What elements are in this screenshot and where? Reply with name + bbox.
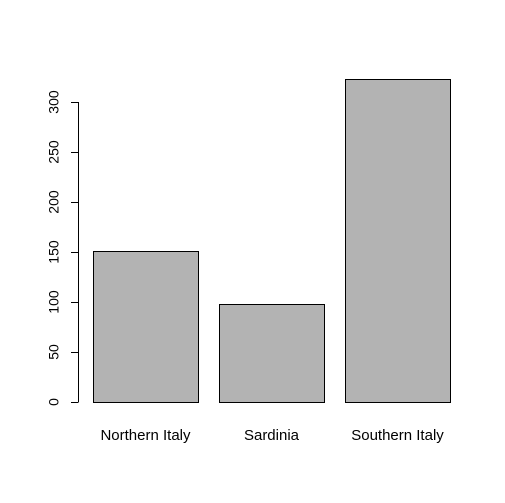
y-tick-label-150: 150	[46, 240, 62, 264]
y-tick-label-250: 250	[46, 140, 62, 164]
bars	[93, 79, 451, 403]
category-label-sardinia: Sardinia	[244, 427, 300, 444]
y-tick-label-50: 50	[46, 344, 62, 360]
y-tick-label-200: 200	[46, 190, 62, 214]
bar-southern-italy	[345, 79, 451, 403]
x-axis-labels: Northern Italy Sardinia Southern Italy	[100, 427, 444, 444]
category-label-northern-italy: Northern Italy	[100, 427, 191, 444]
y-tick-label-0: 0	[46, 398, 62, 406]
category-label-southern-italy: Southern Italy	[351, 427, 444, 444]
y-axis: 0 50 100 150 200 250 300	[46, 90, 79, 406]
bar-northern-italy	[93, 251, 199, 403]
bar-sardinia	[219, 304, 325, 403]
y-tick-label-100: 100	[46, 290, 62, 314]
y-tick-label-300: 300	[46, 90, 62, 114]
